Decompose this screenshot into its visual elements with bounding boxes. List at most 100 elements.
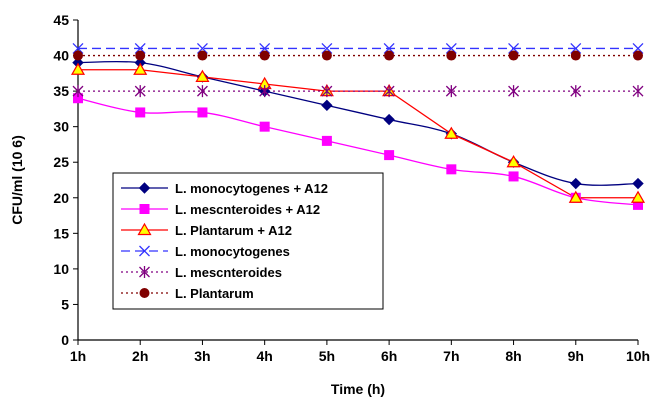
y-tick-label: 40 [53,48,69,64]
data-point [632,177,644,190]
series-points-l-plantarum-a12 [70,62,646,203]
data-point [259,85,271,98]
series-line-l-monocytogenes-a12 [77,60,639,186]
data-point [133,62,148,75]
x-tick-label: 1h [70,348,86,364]
legend-label: L. monocytogenes + A12 [175,181,328,196]
data-point [197,50,208,61]
legend-label: L. mescnteroides + A12 [175,202,320,217]
legend-item-l-plantarum: L. Plantarum [121,286,254,301]
data-point [384,150,395,161]
x-tick-label: 6h [381,348,397,364]
data-point [508,42,520,54]
legend-swatch-marker [138,182,151,194]
data-point [446,50,457,61]
legend-item-l-plantarum-a12: L. Plantarum + A12 [121,222,292,238]
legend-swatch-marker [137,222,152,236]
data-point [445,42,457,54]
data-point [508,171,519,182]
y-tick-label: 20 [53,190,69,206]
data-point [506,155,521,168]
legend-swatch-marker [139,204,150,214]
data-point [570,177,582,190]
data-point [445,85,457,98]
data-point [384,50,395,61]
legend-item-l-monocytogenes: L. monocytogenes [121,244,290,259]
y-tick-label: 45 [53,12,69,28]
data-point [73,50,83,61]
data-point [570,85,582,98]
data-point [259,121,270,132]
data-point [383,113,395,126]
legend-item-l-mescnteroides-a12: L. mescnteroides + A12 [121,202,320,217]
x-tick-label: 3h [194,348,210,364]
data-point [196,42,208,54]
legend-label: L. Plantarum + A12 [175,223,292,238]
y-axis-title: CFU/ml (10 6) [9,135,25,224]
legend-label: L. Plantarum [175,286,254,301]
data-point [630,190,646,203]
legend-swatch-marker [139,266,150,278]
series-points-l-monocytogenes [72,42,644,54]
series-line-l-mescnteroides-a12 [77,97,639,206]
data-point [508,85,520,98]
legend-label: L. monocytogenes [175,244,290,259]
x-tick-label: 7h [443,348,459,364]
data-point [72,85,84,98]
x-tick-label: 5h [319,348,335,364]
legend: L. monocytogenes + A12 L. mescnteroides +… [112,172,384,310]
x-tick-label: 4h [256,348,272,364]
data-point [508,50,519,61]
y-tick-label: 0 [61,332,69,348]
y-tick-label: 35 [53,83,69,99]
series-points-l-plantarum [73,50,643,61]
data-point [570,50,581,61]
y-tick-label: 30 [53,119,69,135]
data-point [197,107,208,118]
data-point [195,69,210,82]
data-point [134,42,146,54]
data-point [568,190,583,203]
data-point [135,50,146,61]
legend-item-l-monocytogenes-a12: L. monocytogenes + A12 [121,181,328,196]
data-point [321,50,332,61]
x-tick-label: 10h [626,348,650,364]
legend-swatch-marker [139,288,150,298]
data-point [321,42,333,54]
series-lines [77,47,639,206]
series-markers [70,42,646,210]
data-point [134,85,146,98]
y-tick-label: 5 [61,296,69,312]
data-point [633,50,643,61]
y-tick-label: 10 [53,261,69,277]
series-points-l-monocytogenes-a12 [72,56,644,190]
x-tick-label: 9h [568,348,584,364]
series-points-l-mescnteroides [72,85,644,98]
legend-box [112,172,384,310]
data-point [632,85,644,98]
data-point [70,62,86,75]
legend-swatch-marker [139,245,150,257]
data-point [383,42,395,54]
data-point [444,126,459,139]
data-point [321,85,333,98]
data-point [135,107,146,118]
x-tick-label: 2h [132,348,148,364]
legend-label: L. mescnteroides [175,265,282,280]
data-point [570,42,582,54]
data-point [321,99,333,112]
data-point [196,85,208,98]
x-tick-label: 8h [505,348,521,364]
x-axis-title: Time (h) [331,381,385,397]
data-point [259,42,271,54]
data-point [632,42,644,54]
y-tick-label: 25 [53,154,69,170]
data-point [259,50,270,61]
y-tick-label: 15 [53,225,69,241]
data-point [321,135,332,146]
legend-item-l-mescnteroides: L. mescnteroides [121,265,282,280]
data-point [446,164,457,175]
chart-axes: 0 5 10 15 20 25 30 35 40 45 1h 2h 3h 4h 5h 6h 7h 8h 9h 10h [53,12,650,364]
data-point [383,85,395,98]
